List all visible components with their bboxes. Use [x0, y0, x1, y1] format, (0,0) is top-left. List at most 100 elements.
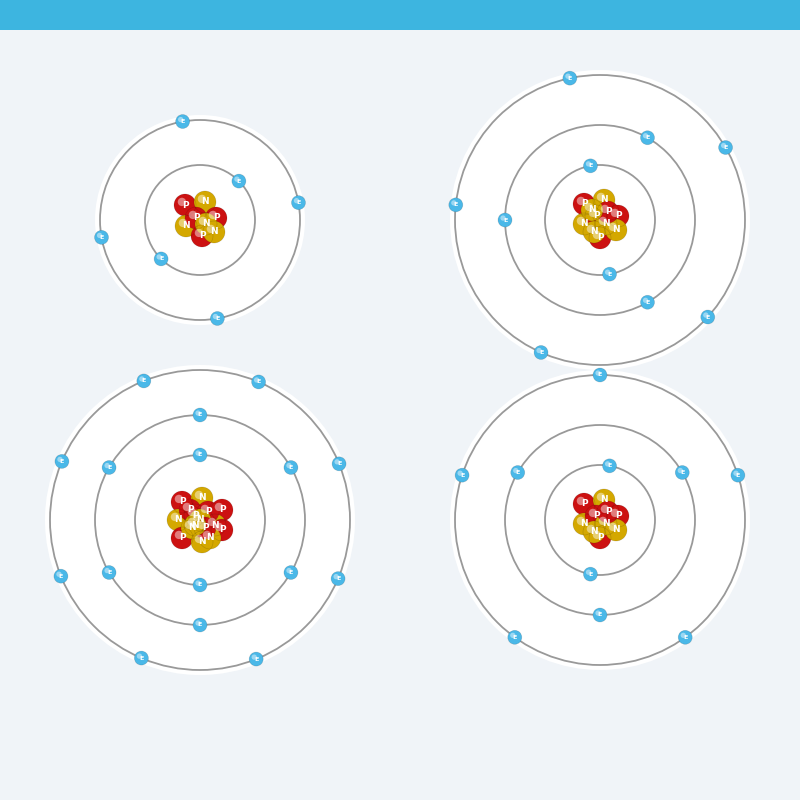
Text: E: E — [107, 570, 111, 575]
Circle shape — [563, 71, 577, 85]
Text: N: N — [590, 227, 598, 237]
Circle shape — [291, 196, 306, 210]
Circle shape — [105, 463, 110, 468]
Text: P: P — [193, 214, 199, 222]
Text: E: E — [254, 657, 258, 662]
Text: N: N — [188, 523, 196, 533]
Circle shape — [139, 376, 145, 382]
Circle shape — [718, 141, 733, 154]
Circle shape — [593, 608, 607, 622]
Text: N: N — [602, 219, 610, 229]
Circle shape — [681, 633, 686, 638]
Circle shape — [203, 221, 225, 243]
Text: N: N — [202, 219, 210, 229]
Text: E: E — [296, 200, 301, 205]
Circle shape — [585, 205, 607, 227]
Circle shape — [721, 143, 726, 148]
Circle shape — [211, 519, 233, 541]
Circle shape — [513, 468, 518, 474]
Circle shape — [184, 504, 206, 526]
Text: E: E — [198, 453, 202, 458]
Circle shape — [601, 505, 609, 513]
Circle shape — [601, 205, 609, 213]
Circle shape — [602, 459, 617, 473]
Circle shape — [605, 219, 627, 241]
Circle shape — [178, 117, 183, 122]
Circle shape — [607, 505, 629, 527]
Circle shape — [294, 198, 299, 203]
Text: P: P — [581, 199, 587, 209]
Circle shape — [195, 580, 201, 586]
Circle shape — [589, 527, 611, 549]
Text: E: E — [454, 202, 458, 207]
Circle shape — [191, 531, 213, 553]
Circle shape — [450, 70, 750, 370]
Text: E: E — [198, 582, 202, 587]
Circle shape — [45, 365, 355, 675]
Text: E: E — [598, 373, 602, 378]
Text: P: P — [614, 211, 622, 221]
Circle shape — [181, 517, 203, 539]
Circle shape — [167, 509, 189, 531]
Text: P: P — [581, 499, 587, 509]
Circle shape — [641, 295, 654, 310]
Circle shape — [332, 457, 346, 471]
Text: E: E — [598, 613, 602, 618]
Circle shape — [56, 571, 62, 577]
Circle shape — [566, 74, 570, 79]
Circle shape — [583, 567, 598, 581]
Text: E: E — [336, 576, 340, 581]
Circle shape — [583, 221, 605, 243]
Circle shape — [595, 213, 617, 235]
Circle shape — [105, 568, 110, 573]
Circle shape — [450, 370, 750, 670]
Circle shape — [577, 197, 585, 205]
Circle shape — [586, 225, 595, 233]
Circle shape — [194, 490, 203, 499]
Circle shape — [174, 194, 196, 216]
Circle shape — [195, 213, 217, 235]
Circle shape — [214, 522, 223, 531]
Text: N: N — [580, 219, 588, 229]
Circle shape — [211, 499, 233, 521]
Text: P: P — [597, 534, 603, 542]
Circle shape — [209, 210, 217, 219]
Circle shape — [701, 310, 714, 324]
Circle shape — [185, 521, 193, 529]
Circle shape — [54, 569, 68, 583]
Text: E: E — [139, 655, 143, 661]
Circle shape — [191, 225, 213, 247]
Circle shape — [213, 314, 218, 319]
Text: P: P — [192, 510, 198, 519]
Circle shape — [331, 572, 345, 586]
Text: E: E — [460, 473, 464, 478]
Circle shape — [174, 530, 183, 539]
Circle shape — [734, 470, 738, 476]
Text: E: E — [257, 379, 261, 385]
Circle shape — [102, 566, 116, 579]
Circle shape — [208, 518, 216, 526]
Circle shape — [176, 114, 190, 129]
Circle shape — [214, 502, 223, 511]
Circle shape — [134, 651, 148, 665]
Circle shape — [586, 525, 595, 533]
Circle shape — [284, 461, 298, 474]
Circle shape — [583, 159, 598, 173]
Circle shape — [171, 527, 193, 549]
Circle shape — [137, 374, 151, 388]
Text: P: P — [205, 507, 211, 517]
Text: E: E — [588, 572, 593, 577]
Circle shape — [284, 566, 298, 579]
Circle shape — [605, 519, 627, 541]
Circle shape — [678, 468, 683, 474]
Text: P: P — [218, 526, 226, 534]
Circle shape — [206, 225, 215, 233]
Text: E: E — [58, 574, 63, 578]
Circle shape — [455, 468, 469, 482]
Circle shape — [595, 370, 601, 376]
Circle shape — [199, 527, 221, 549]
Text: E: E — [723, 145, 728, 150]
Text: E: E — [706, 314, 710, 319]
Circle shape — [178, 198, 186, 206]
Circle shape — [170, 513, 179, 521]
